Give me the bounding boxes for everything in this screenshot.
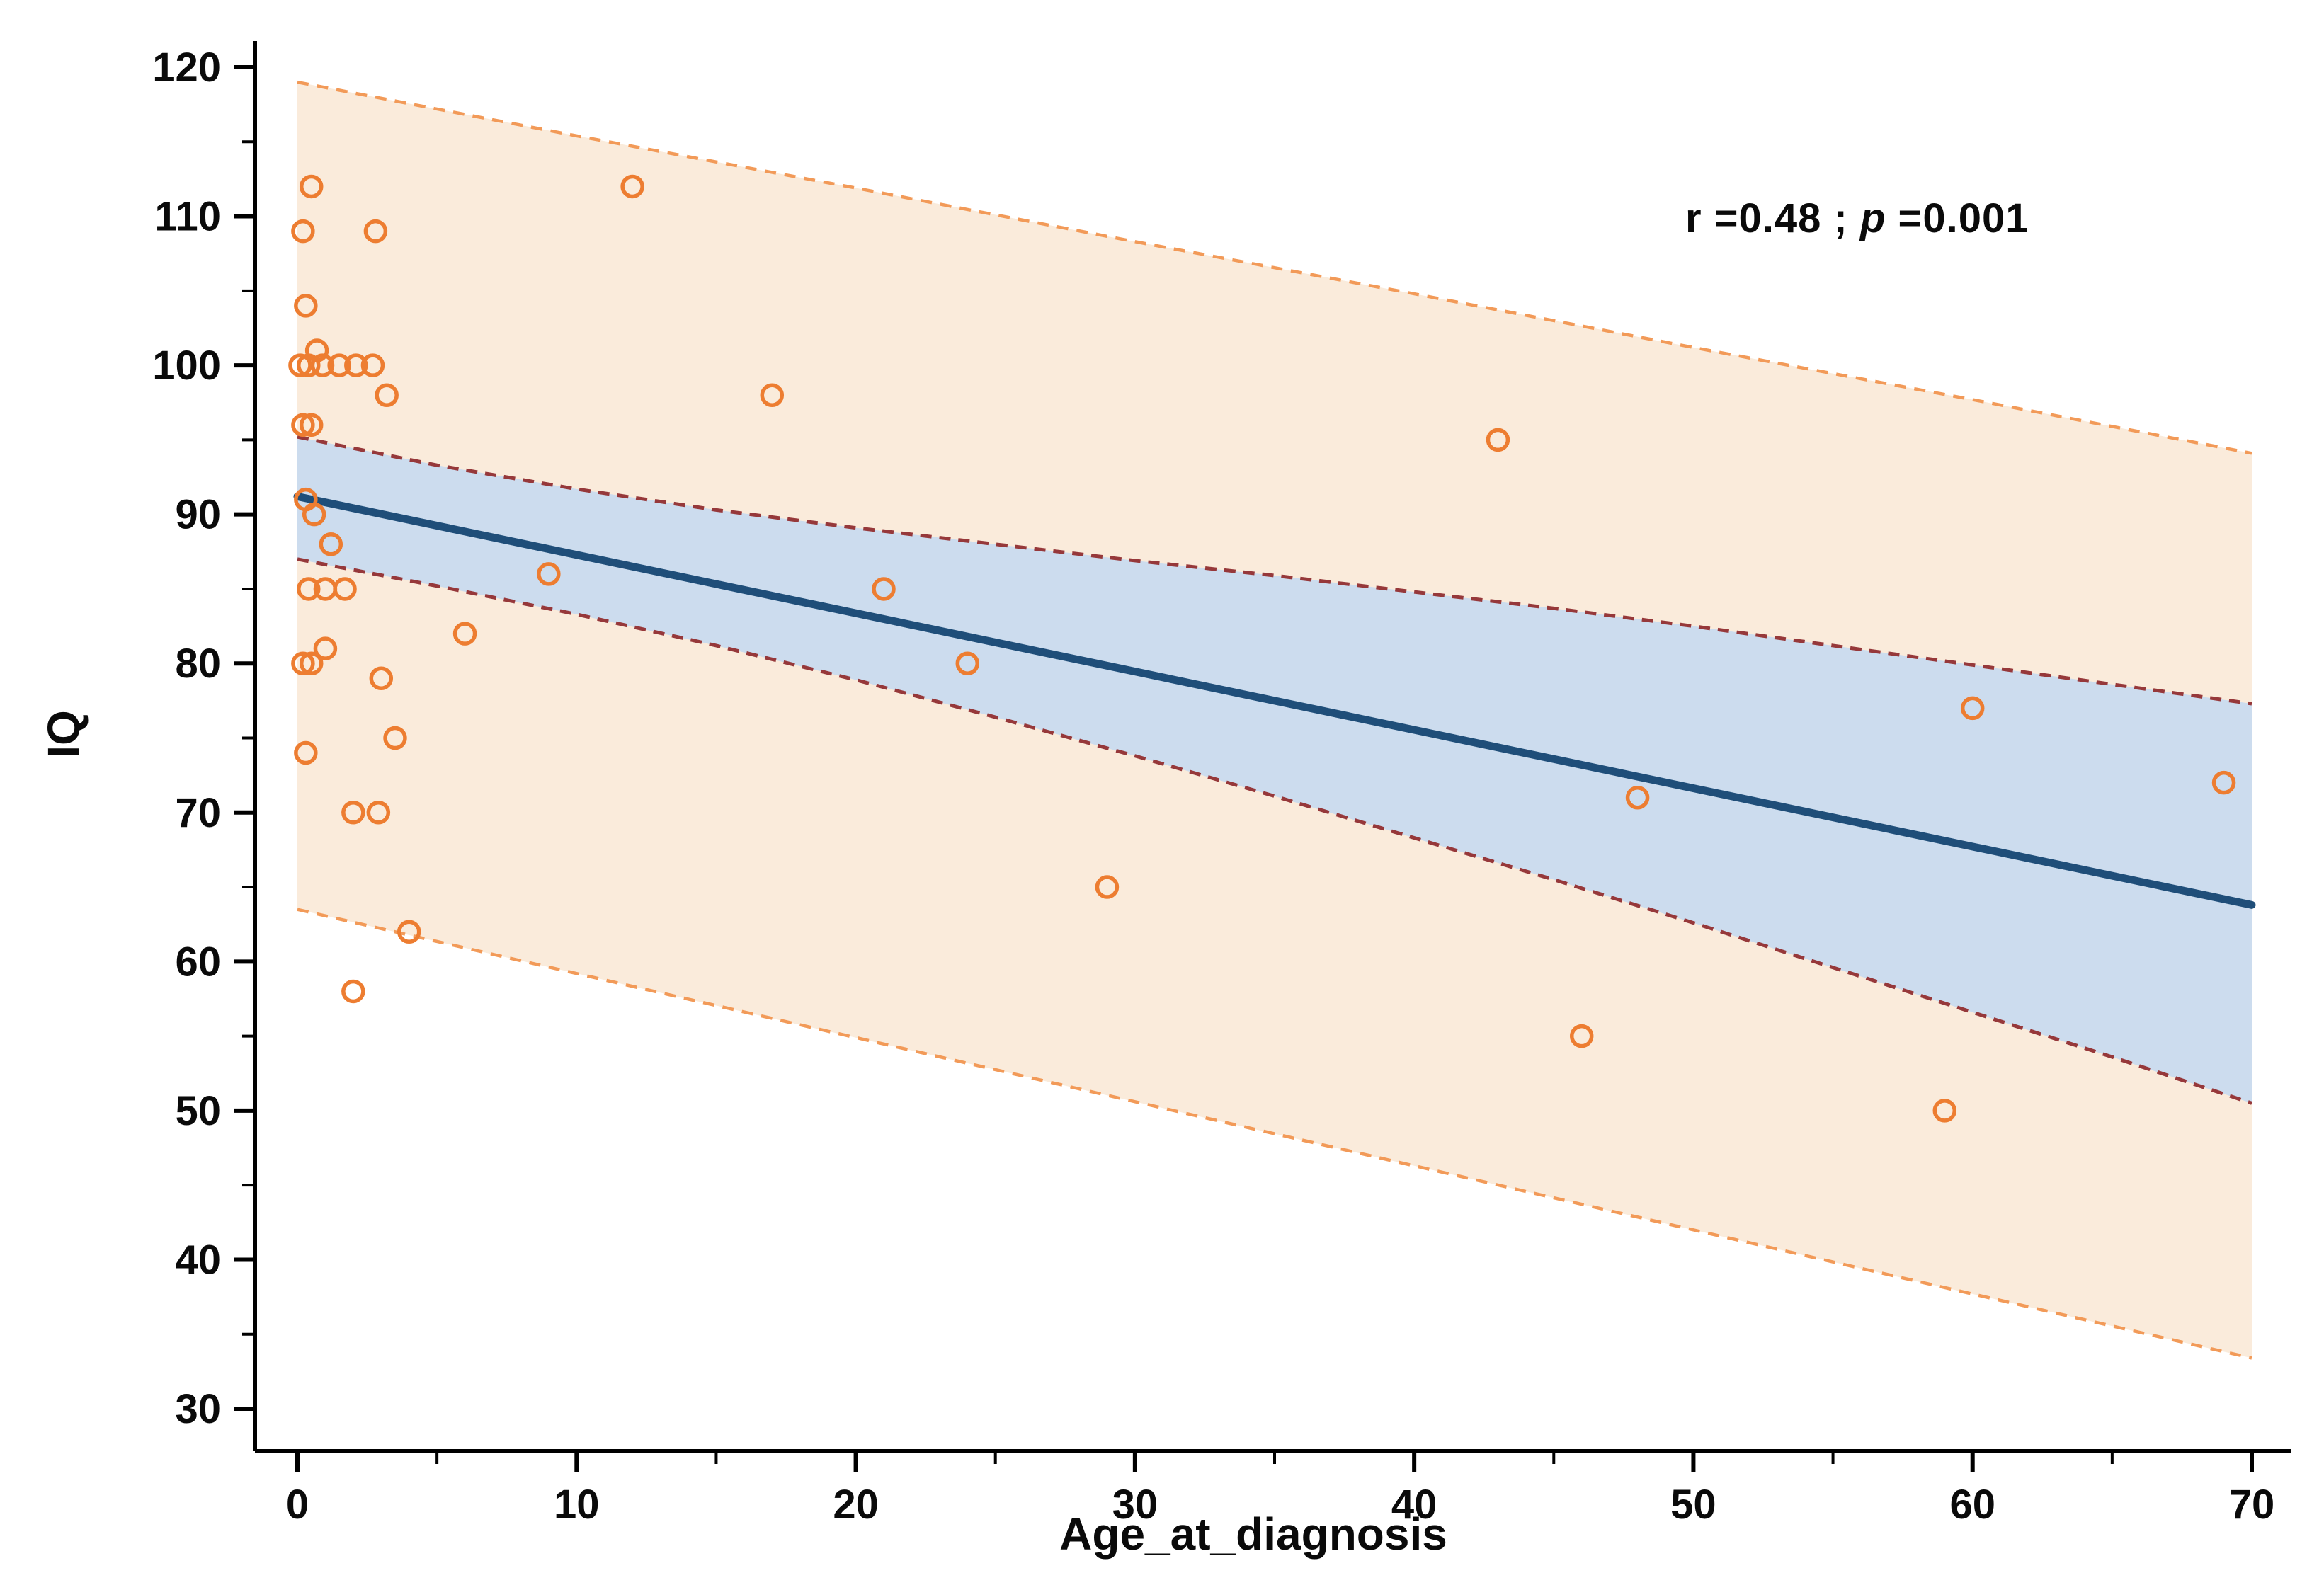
data-point [299, 413, 324, 437]
stats-r-part: r =0.48 ; [1685, 195, 1860, 241]
y-tick-label: 30 [175, 1386, 221, 1432]
data-point [299, 174, 324, 199]
y-tick-label: 40 [175, 1237, 221, 1283]
data-point [375, 383, 399, 407]
y-tick-label: 70 [175, 790, 221, 836]
data-point [344, 353, 368, 377]
data-point [1960, 696, 1985, 721]
x-axis-title: Age_at_diagnosis [1059, 1509, 1447, 1560]
confidence-band-lower-line [297, 557, 2252, 1105]
data-point [360, 353, 385, 377]
data-point [291, 219, 315, 244]
y-tick-label: 80 [175, 641, 221, 687]
data-point [363, 219, 388, 244]
y-tick-label: 120 [152, 45, 221, 91]
data-point [291, 651, 315, 675]
data-point [302, 502, 326, 527]
data-point [294, 294, 318, 318]
regression-line [293, 492, 2256, 909]
data-point [620, 174, 644, 199]
confidence-band [297, 437, 2252, 1104]
prediction-band-upper-line [297, 80, 2252, 455]
data-point [955, 651, 980, 675]
x-tick-label: 60 [1949, 1482, 1995, 1528]
data-point [369, 666, 394, 691]
y-tick-label: 100 [152, 343, 221, 389]
x-tick-label: 70 [2229, 1482, 2275, 1528]
data-point [291, 413, 315, 437]
data-point [452, 622, 477, 646]
data-point [2211, 770, 2236, 795]
x-tick-label: 50 [1670, 1482, 1716, 1528]
y-tick-label: 90 [175, 492, 221, 538]
data-point [297, 577, 321, 601]
y-tick-label: 60 [175, 939, 221, 985]
data-point [341, 979, 365, 1004]
x-tick-label: 20 [833, 1482, 879, 1528]
data-point [333, 577, 357, 601]
stats-p-symbol: p [1859, 195, 1886, 241]
stats-annotation: r =0.48 ; p =0.001 [1685, 195, 2029, 242]
data-point [383, 726, 407, 750]
data-point [313, 636, 338, 660]
data-point [1095, 875, 1120, 899]
data-point [872, 577, 896, 601]
confidence-band-upper-line [297, 435, 2252, 706]
data-point [304, 338, 329, 362]
x-tick-label: 10 [554, 1482, 600, 1528]
data-point [288, 353, 312, 377]
data-point [341, 801, 365, 825]
x-tick-label: 30 [1112, 1482, 1158, 1528]
data-point [1932, 1099, 1957, 1123]
data-point [310, 353, 335, 377]
data-point [1569, 1024, 1594, 1048]
data-point [299, 651, 324, 675]
data-point [1486, 428, 1510, 452]
y-tick-label: 110 [154, 194, 221, 240]
data-point [760, 383, 785, 407]
data-point [397, 920, 421, 944]
stats-p-value: =0.001 [1886, 195, 2029, 241]
prediction-band-lower-line [297, 908, 2252, 1360]
data-point [1625, 785, 1650, 810]
y-tick-label: 50 [175, 1088, 221, 1134]
x-tick-label: 40 [1391, 1482, 1437, 1528]
data-point [294, 740, 318, 765]
y-axis-title: IQ [38, 710, 89, 758]
data-point [366, 801, 391, 825]
data-point [537, 562, 561, 586]
data-point [327, 353, 351, 377]
data-point [319, 532, 343, 556]
x-tick-label: 0 [286, 1482, 309, 1528]
